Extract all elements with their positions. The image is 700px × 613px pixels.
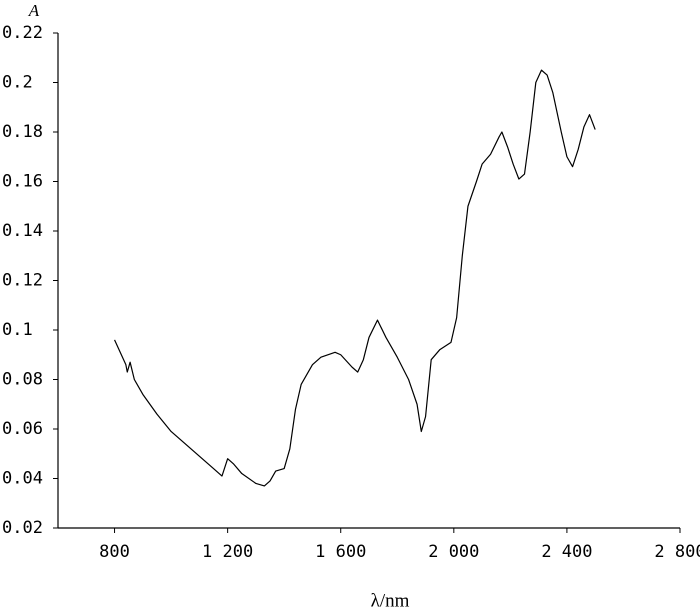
- x-tick-label: 2 800: [654, 542, 700, 562]
- spectrum-line: [114, 69, 596, 487]
- y-tick-label: 0.16: [2, 172, 43, 192]
- y-tick-label: 0.18: [2, 122, 43, 142]
- y-tick-label: 0.12: [2, 271, 43, 291]
- y-tick-label: 0.14: [2, 221, 43, 241]
- y-tick-label: 0.08: [2, 370, 43, 390]
- y-tick-label: 0.02: [2, 518, 43, 538]
- y-tick-label: 0.1: [2, 320, 33, 340]
- x-tick-label: 800: [99, 542, 130, 562]
- x-axis-label: λ/nm: [371, 590, 410, 611]
- x-tick-label: 1 600: [315, 542, 366, 562]
- y-tick-label: 0.2: [2, 73, 33, 93]
- x-tick-label: 2 000: [428, 542, 479, 562]
- x-tick-label: 1 200: [202, 542, 253, 562]
- y-axis-label: A: [28, 1, 40, 20]
- y-tick-label: 0.22: [2, 23, 43, 43]
- y-tick-label: 0.06: [2, 419, 43, 439]
- x-tick-label: 2 400: [541, 542, 592, 562]
- y-tick-label: 0.04: [2, 469, 43, 489]
